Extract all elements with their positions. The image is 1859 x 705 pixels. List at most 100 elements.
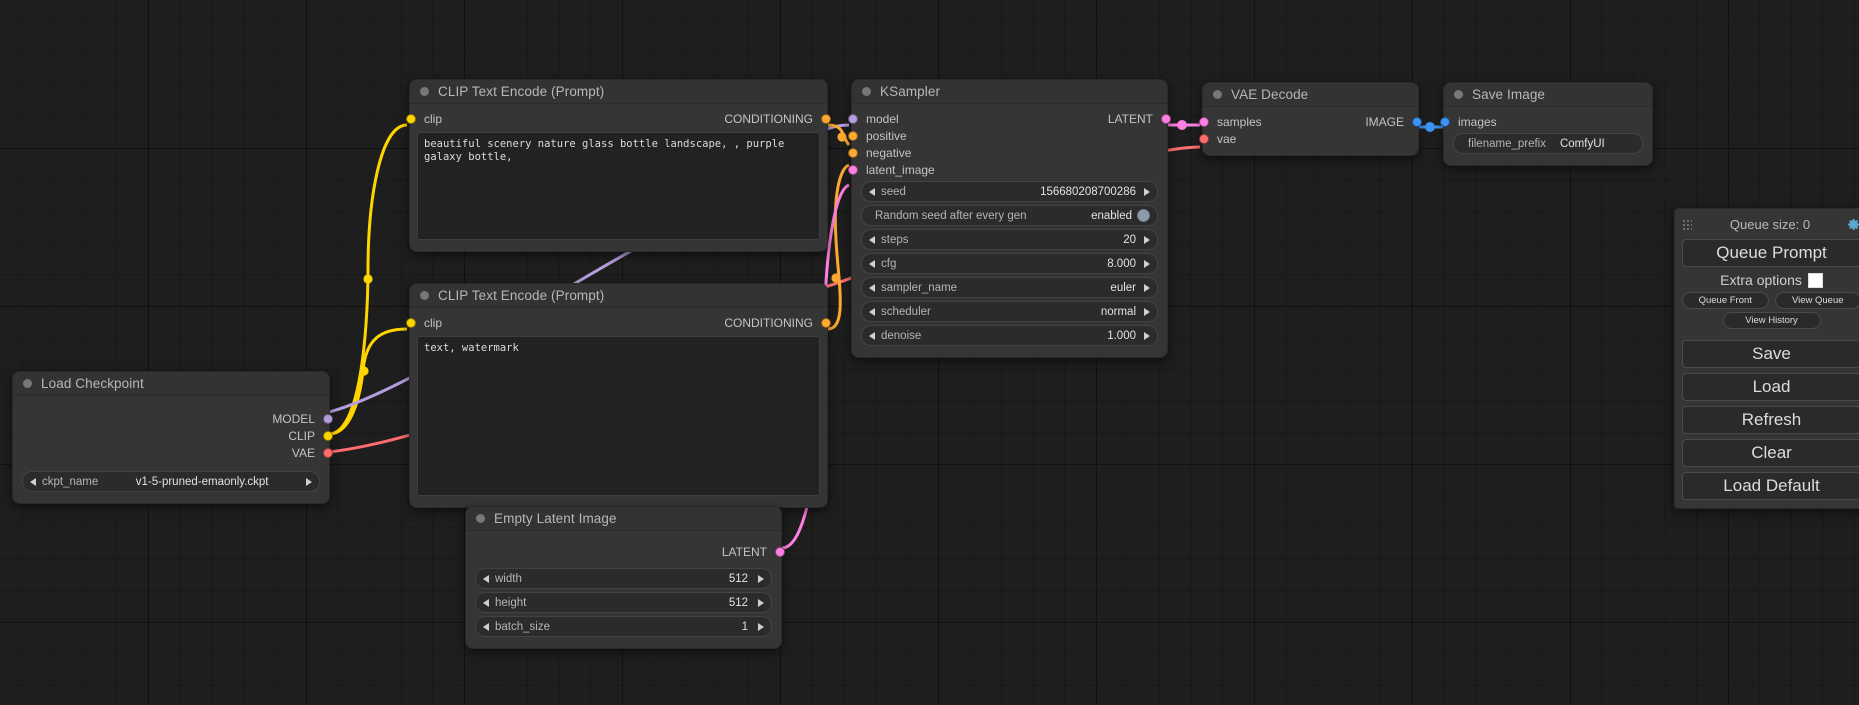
widget-filename-prefix[interactable]: filename_prefix ComfyUI xyxy=(1453,133,1643,154)
collapse-dot-icon[interactable] xyxy=(1454,90,1463,99)
widget-batch-size[interactable]: batch_size 1 xyxy=(475,616,772,637)
node-title-bar[interactable]: Load Checkpoint xyxy=(13,372,329,396)
node-title-bar[interactable]: KSampler xyxy=(852,80,1167,104)
next-arrow-icon[interactable] xyxy=(305,477,312,486)
input-dot-positive[interactable] xyxy=(848,130,858,141)
decrement-arrow-icon[interactable] xyxy=(869,235,875,244)
input-dot-latent-image[interactable] xyxy=(848,164,858,175)
view-history-button[interactable]: View History xyxy=(1722,312,1821,329)
increment-arrow-icon[interactable] xyxy=(758,622,764,631)
node-load-checkpoint[interactable]: Load Checkpoint MODEL CLIP VAE ckpt_name… xyxy=(12,371,333,504)
load-default-button[interactable]: Load Default xyxy=(1682,472,1859,500)
next-arrow-icon[interactable] xyxy=(1144,307,1150,316)
output-dot-conditioning[interactable] xyxy=(821,113,831,124)
node-save-image[interactable]: Save Image images filename_prefix ComfyU… xyxy=(1440,82,1653,166)
output-slot-model[interactable]: MODEL xyxy=(13,410,333,427)
collapse-dot-icon[interactable] xyxy=(420,87,429,96)
decrement-arrow-icon[interactable] xyxy=(869,187,875,196)
widget-random-seed-toggle[interactable]: Random seed after every gen enabled xyxy=(861,205,1158,226)
collapse-dot-icon[interactable] xyxy=(476,514,485,523)
load-button[interactable]: Load xyxy=(1682,373,1859,401)
widget-height[interactable]: height 512 xyxy=(475,592,772,613)
queue-front-button[interactable]: Queue Front xyxy=(1682,292,1769,309)
extra-options-row[interactable]: Extra options xyxy=(1682,272,1859,288)
increment-arrow-icon[interactable] xyxy=(1144,235,1150,244)
input-dot-vae[interactable] xyxy=(1199,133,1209,144)
increment-arrow-icon[interactable] xyxy=(758,598,764,607)
output-slot-vae[interactable]: VAE xyxy=(13,444,333,461)
increment-arrow-icon[interactable] xyxy=(1144,331,1150,340)
node-title-bar[interactable]: CLIP Text Encode (Prompt) xyxy=(410,284,827,308)
drag-handle-icon[interactable] xyxy=(1682,218,1692,231)
input-slot-latent-image[interactable]: latent_image xyxy=(848,161,1167,178)
collapse-dot-icon[interactable] xyxy=(862,87,871,96)
input-slot-positive[interactable]: positive xyxy=(848,127,1167,144)
input-label-clip: clip xyxy=(424,315,443,330)
previous-arrow-icon[interactable] xyxy=(869,283,875,292)
output-slot-clip[interactable]: CLIP xyxy=(13,427,333,444)
output-dot-vae[interactable] xyxy=(323,447,333,458)
prompt-textarea[interactable]: text, watermark xyxy=(417,336,820,496)
queue-prompt-button[interactable]: Queue Prompt xyxy=(1682,239,1859,267)
node-ksampler[interactable]: KSampler model LATENT positive negative … xyxy=(848,79,1171,358)
collapse-dot-icon[interactable] xyxy=(420,291,429,300)
decrement-arrow-icon[interactable] xyxy=(869,331,875,340)
save-button[interactable]: Save xyxy=(1682,340,1859,368)
widget-sampler-name[interactable]: sampler_name euler xyxy=(861,277,1158,298)
input-dot-clip[interactable] xyxy=(406,317,416,328)
node-body: model LATENT positive negative latent_im… xyxy=(848,104,1171,357)
decrement-arrow-icon[interactable] xyxy=(483,574,489,583)
increment-arrow-icon[interactable] xyxy=(1144,259,1150,268)
previous-arrow-icon[interactable] xyxy=(30,477,36,486)
widget-width[interactable]: width 512 xyxy=(475,568,772,589)
decrement-arrow-icon[interactable] xyxy=(869,259,875,268)
node-clip-text-encode-negative[interactable]: CLIP Text Encode (Prompt) clip CONDITION… xyxy=(406,283,831,508)
output-dot-clip[interactable] xyxy=(323,430,333,441)
node-title-bar[interactable]: Save Image xyxy=(1444,83,1652,107)
input-slot-images[interactable]: images xyxy=(1440,113,1652,130)
widget-label-ckpt-name: ckpt_name xyxy=(42,475,99,488)
output-dot-model[interactable] xyxy=(323,413,333,424)
next-arrow-icon[interactable] xyxy=(1144,283,1150,292)
input-dot-images[interactable] xyxy=(1440,116,1450,127)
widget-denoise[interactable]: denoise 1.000 xyxy=(861,325,1158,346)
input-dot-negative[interactable] xyxy=(848,147,858,158)
node-vae-decode[interactable]: VAE Decode samples IMAGE vae xyxy=(1199,82,1422,156)
node-title-bar[interactable]: VAE Decode xyxy=(1203,83,1418,107)
output-dot-image[interactable] xyxy=(1412,116,1422,127)
input-dot-model[interactable] xyxy=(848,113,858,124)
prompt-textarea[interactable]: beautiful scenery nature glass bottle la… xyxy=(417,132,820,240)
clear-button[interactable]: Clear xyxy=(1682,439,1859,467)
output-dot-latent[interactable] xyxy=(1161,113,1171,124)
input-dot-samples[interactable] xyxy=(1199,116,1209,127)
node-title-bar[interactable]: CLIP Text Encode (Prompt) xyxy=(410,80,827,104)
view-queue-button[interactable]: View Queue xyxy=(1774,292,1859,309)
increment-arrow-icon[interactable] xyxy=(1144,187,1150,196)
widget-steps[interactable]: steps 20 xyxy=(861,229,1158,250)
decrement-arrow-icon[interactable] xyxy=(483,598,489,607)
node-title-bar[interactable]: Empty Latent Image xyxy=(466,507,781,531)
widget-cfg[interactable]: cfg 8.000 xyxy=(861,253,1158,274)
gear-icon[interactable] xyxy=(1846,217,1859,232)
refresh-button[interactable]: Refresh xyxy=(1682,406,1859,434)
comfy-menu-panel[interactable]: Queue size: 0 Queue Prompt Extra options… xyxy=(1674,208,1859,509)
decrement-arrow-icon[interactable] xyxy=(483,622,489,631)
input-dot-clip[interactable] xyxy=(406,113,416,124)
output-slot-latent[interactable]: LATENT xyxy=(466,543,785,560)
widget-seed[interactable]: seed 156680208700286 xyxy=(861,181,1158,202)
collapse-dot-icon[interactable] xyxy=(1213,90,1222,99)
previous-arrow-icon[interactable] xyxy=(869,307,875,316)
input-slot-negative[interactable]: negative xyxy=(848,144,1167,161)
output-dot-conditioning[interactable] xyxy=(821,317,831,328)
toggle-knob-icon[interactable] xyxy=(1137,209,1150,222)
widget-label-random-seed: Random seed after every gen xyxy=(875,209,1027,222)
increment-arrow-icon[interactable] xyxy=(758,574,764,583)
node-empty-latent-image[interactable]: Empty Latent Image LATENT width 512 heig… xyxy=(465,506,785,649)
widget-ckpt-name[interactable]: ckpt_name v1-5-pruned-emaonly.ckpt xyxy=(22,471,320,492)
collapse-dot-icon[interactable] xyxy=(23,379,32,388)
extra-options-checkbox[interactable] xyxy=(1807,272,1823,288)
output-dot-latent[interactable] xyxy=(775,546,785,557)
node-clip-text-encode-positive[interactable]: CLIP Text Encode (Prompt) clip CONDITION… xyxy=(406,79,831,252)
widget-scheduler[interactable]: scheduler normal xyxy=(861,301,1158,322)
input-slot-vae[interactable]: vae xyxy=(1199,130,1418,147)
